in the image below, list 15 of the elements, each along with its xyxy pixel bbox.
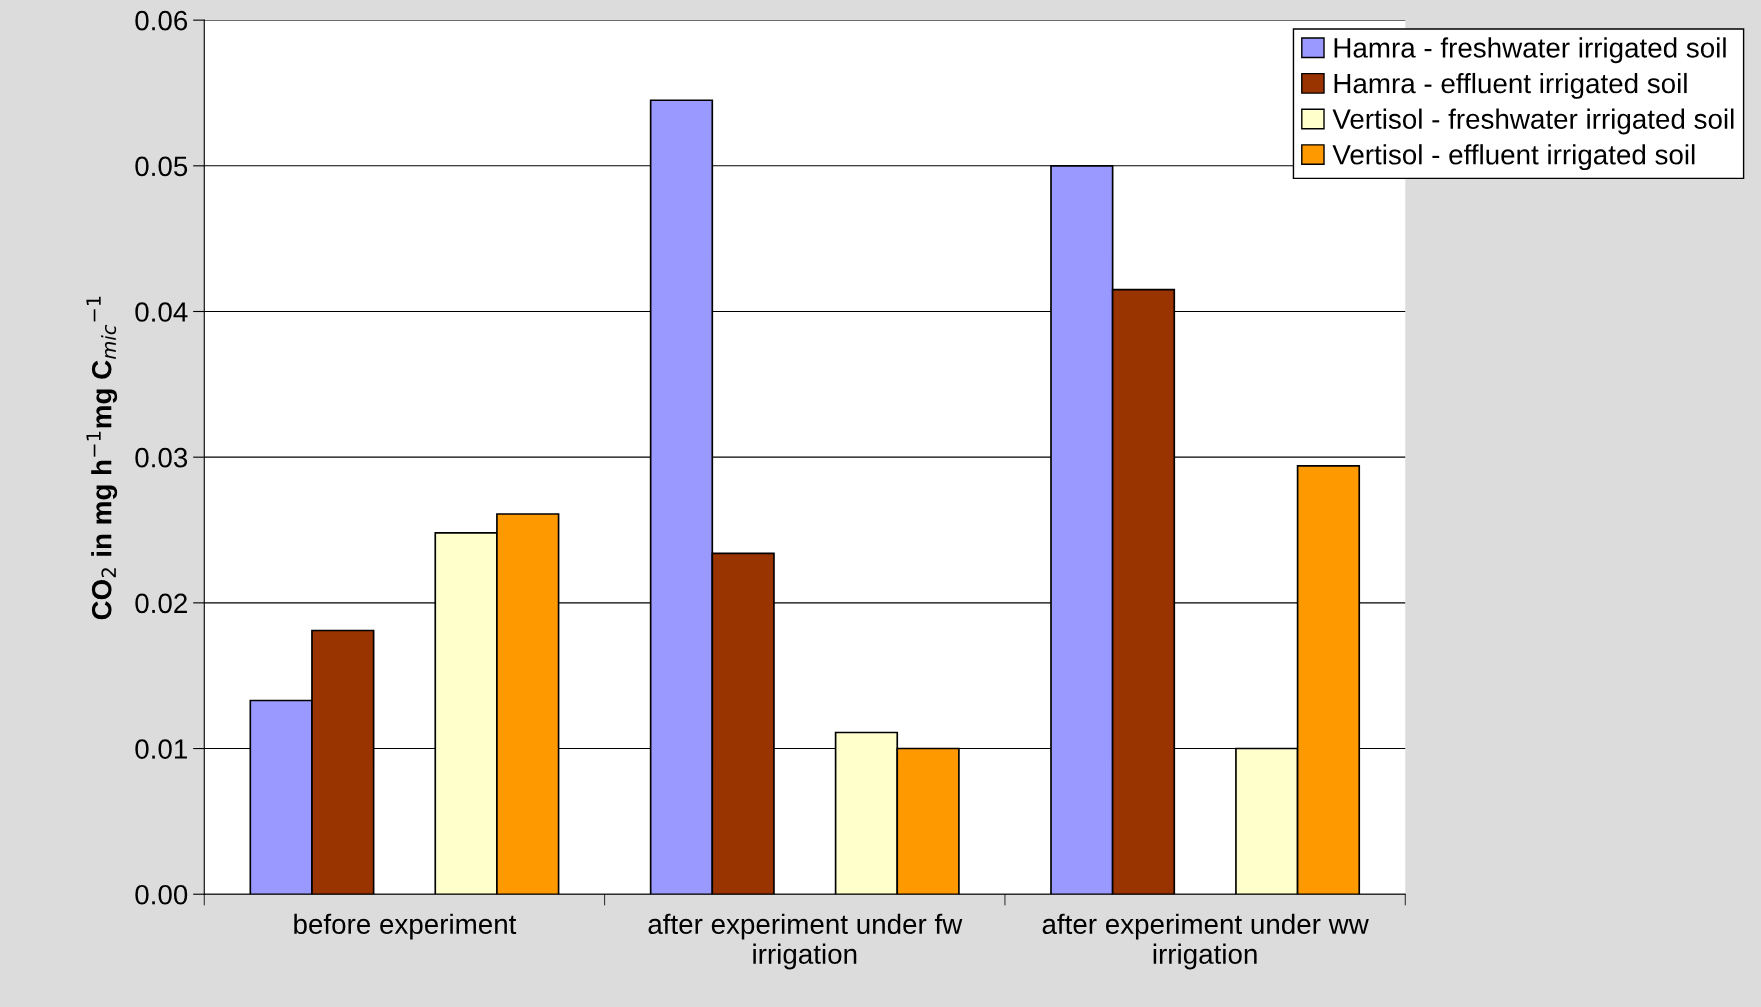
y-tick-label: 0.04 bbox=[135, 302, 188, 322]
y-tick-label: 0.01 bbox=[135, 739, 187, 759]
x-tick-label: before experiment bbox=[294, 913, 517, 940]
y-tick-label: 0.05 bbox=[135, 156, 188, 177]
x-tick-label: after experiment under ww irrigation bbox=[1042, 913, 1369, 970]
y-axis-title: CO$_{2}$ in mg h$^{−1}$mg C$_{mic}$$^{−1}$ bbox=[86, 296, 118, 620]
legend-label: Vertisol - effluent irrigated soil bbox=[1332, 144, 1695, 171]
y-tick-label: 0.03 bbox=[135, 447, 188, 468]
x-tick-label: after experiment under fw irrigation bbox=[648, 913, 963, 970]
legend-label: Hamra - freshwater irrigated soil bbox=[1334, 37, 1726, 64]
legend-label: Vertisol - freshwater irrigated soil bbox=[1332, 108, 1734, 135]
legend-label: Hamra - effluent irrigated soil bbox=[1334, 72, 1687, 99]
y-tick-label: 0.02 bbox=[135, 593, 187, 614]
y-tick-label: 0.06 bbox=[135, 10, 188, 31]
y-tick-label: 0.00 bbox=[135, 884, 188, 905]
